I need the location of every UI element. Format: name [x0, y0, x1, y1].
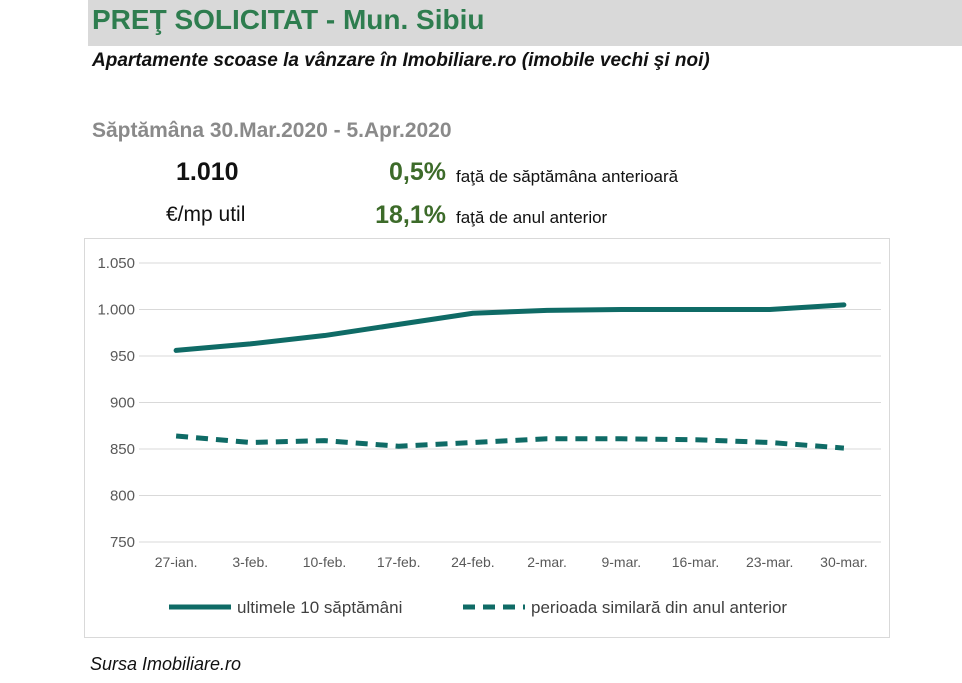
x-tick-label: 24-feb.: [451, 554, 495, 570]
x-tick-label: 9-mar.: [601, 554, 641, 570]
chart-container: 1.050 1.000 950 900 850 800 750 27-ian. 3-feb. 10…: [84, 238, 890, 638]
price-value: 1.010: [176, 158, 239, 186]
series-line-2: [175, 433, 845, 451]
x-tick-label: 2-mar.: [527, 554, 567, 570]
x-tick-label: 23-mar.: [746, 554, 793, 570]
yearly-change-value: 18,1%: [375, 201, 446, 229]
yearly-change-label: faţă de anul anterior: [456, 208, 608, 227]
y-tick-label: 800: [110, 488, 135, 505]
series-line-1: [173, 302, 847, 353]
legend-label: ultimele 10 săptămâni: [237, 598, 402, 617]
y-tick-label: 950: [110, 348, 135, 365]
title-bar: [88, 0, 962, 46]
y-tick-label: 900: [110, 395, 135, 412]
x-tick-label: 17-feb.: [377, 554, 421, 570]
x-tick-label: 30-mar.: [820, 554, 867, 570]
week-label: Săptămâna 30.Mar.2020 - 5.Apr.2020: [92, 119, 452, 142]
y-tick-label: 1.050: [97, 255, 135, 272]
page-title: PREŢ SOLICITAT - Mun. Sibiu: [92, 4, 485, 35]
x-tick-label: 10-feb.: [303, 554, 347, 570]
y-tick-label: 1.000: [97, 302, 135, 319]
weekly-change-value: 0,5%: [389, 158, 446, 186]
x-tick-label: 16-mar.: [672, 554, 719, 570]
page-subtitle: Apartamente scoase la vânzare în Imobili…: [92, 50, 710, 71]
x-tick-label: 3-feb.: [232, 554, 268, 570]
line-chart: 1.050 1.000 950 900 850 800 750 27-ian. 3-feb. 10…: [97, 255, 881, 617]
source-note: Sursa Imobiliare.ro: [90, 654, 242, 674]
y-tick-label: 850: [110, 441, 135, 458]
x-tick-label: 27-ian.: [155, 554, 198, 570]
legend-label: perioada similară din anul anterior: [531, 598, 787, 617]
price-unit: €/mp util: [166, 203, 246, 226]
weekly-change-label: faţă de săptămâna anterioară: [456, 167, 679, 186]
y-tick-label: 750: [110, 534, 135, 551]
